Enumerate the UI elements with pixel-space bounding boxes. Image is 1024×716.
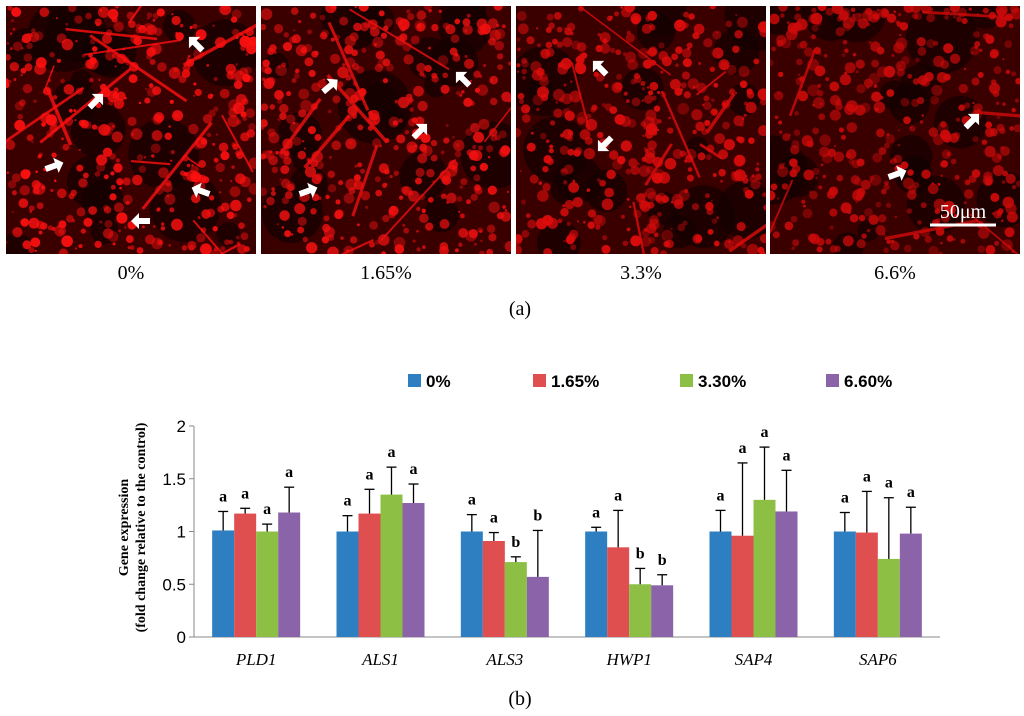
- significance-letter: a: [344, 493, 352, 510]
- x-tick-label: ALS3: [485, 650, 523, 669]
- x-tick-label: ALS1: [361, 650, 399, 669]
- bar: [899, 533, 922, 637]
- y-tick-label: 1.5: [162, 470, 186, 489]
- micrograph-label-0: 0%: [117, 262, 145, 284]
- significance-letter: a: [366, 466, 374, 483]
- y-axis-label-line2: (fold change relative to the control): [134, 422, 149, 632]
- micrograph-0: [6, 6, 256, 254]
- bar: [607, 547, 630, 637]
- significance-letter: a: [263, 501, 271, 518]
- significance-letter: a: [761, 424, 769, 441]
- significance-letter: a: [614, 487, 622, 504]
- bar: [482, 540, 505, 637]
- significance-letter: b: [511, 534, 520, 551]
- bar: [629, 584, 652, 637]
- bar: [336, 531, 359, 637]
- x-tick-label: SAP6: [859, 650, 897, 669]
- significance-letter: a: [863, 468, 871, 485]
- x-tick-label: HWP1: [606, 650, 652, 669]
- significance-letter: a: [388, 444, 396, 461]
- significance-letter: a: [885, 475, 893, 492]
- significance-letter: a: [783, 447, 791, 464]
- micrograph-1-65: [261, 6, 511, 254]
- significance-letter: a: [592, 504, 600, 521]
- bar: [460, 531, 483, 637]
- bar: [278, 512, 301, 637]
- bar: [380, 494, 403, 637]
- significance-letter: a: [841, 490, 849, 507]
- x-tick-label: SAP4: [735, 650, 773, 669]
- y-tick-label: 2: [177, 417, 186, 436]
- scale-bar-label: 50μm: [940, 201, 987, 223]
- bar: [402, 503, 425, 637]
- y-axis-label-line1: Gene expression: [117, 479, 132, 577]
- significance-letter: a: [285, 464, 293, 481]
- significance-letter: a: [490, 510, 498, 527]
- panel-a-caption: (a): [508, 298, 532, 320]
- significance-letter: b: [636, 545, 645, 562]
- legend-swatch: [533, 374, 546, 387]
- bar: [234, 513, 257, 637]
- significance-letter: a: [241, 485, 249, 502]
- micrograph-label-6-6: 6.6%: [874, 262, 916, 284]
- significance-letter: b: [533, 507, 542, 524]
- bar: [526, 576, 549, 637]
- bar: [358, 513, 381, 637]
- bar: [855, 532, 878, 637]
- bar: [585, 531, 608, 637]
- bar: [651, 585, 674, 637]
- significance-letter: a: [907, 484, 915, 501]
- significance-letter: a: [219, 488, 227, 505]
- x-tick-label: PLD1: [235, 650, 277, 669]
- bar: [775, 511, 798, 637]
- bar: [709, 531, 732, 637]
- y-tick-label: 1: [177, 523, 186, 542]
- micrograph-3-3: [516, 6, 766, 254]
- significance-letter: a: [410, 461, 418, 478]
- bar: [753, 499, 776, 637]
- significance-letter: a: [739, 440, 747, 457]
- panel-b-caption: (b): [508, 688, 532, 710]
- legend-label: 1.65%: [551, 372, 599, 391]
- bar: [833, 531, 856, 637]
- micrograph-6-6: 50μm: [770, 6, 1020, 254]
- bar: [212, 530, 235, 637]
- bar: [504, 562, 527, 637]
- significance-letter: b: [658, 552, 667, 569]
- bar: [731, 535, 754, 637]
- legend-swatch: [680, 374, 693, 387]
- micrograph-label-3-3: 3.3%: [620, 262, 662, 284]
- significance-letter: a: [468, 492, 476, 509]
- bar: [877, 558, 900, 637]
- legend-label: 3.30%: [698, 372, 746, 391]
- micrograph-label-1-65: 1.65%: [360, 262, 412, 284]
- y-tick-label: 0: [177, 628, 186, 647]
- significance-letter: a: [717, 487, 725, 504]
- bar: [256, 531, 279, 637]
- legend-label: 0%: [426, 372, 451, 391]
- legend-swatch: [408, 374, 421, 387]
- legend-label: 6.60%: [844, 372, 892, 391]
- legend-swatch: [826, 374, 839, 387]
- y-tick-label: 0.5: [162, 575, 186, 594]
- gene-expression-chart: 0 0.5 1 1.5 2 Gene expression (fold change rel…: [117, 372, 940, 669]
